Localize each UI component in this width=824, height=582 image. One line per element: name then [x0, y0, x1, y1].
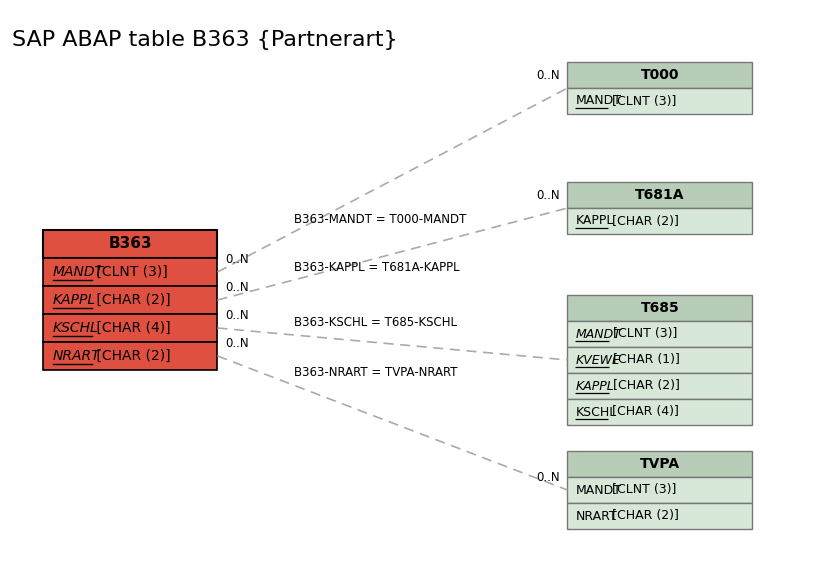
Text: B363: B363: [108, 236, 152, 251]
Text: NRART: NRART: [575, 509, 617, 523]
Text: 0..N: 0..N: [226, 253, 249, 266]
Bar: [568, 295, 752, 321]
Text: [CLNT (3)]: [CLNT (3)]: [608, 484, 677, 496]
Text: B363-KAPPL = T681A-KAPPL: B363-KAPPL = T681A-KAPPL: [294, 261, 460, 274]
Bar: [43, 230, 218, 258]
Text: [CLNT (3)]: [CLNT (3)]: [91, 265, 167, 279]
Bar: [568, 477, 752, 503]
Bar: [568, 62, 752, 88]
Text: [CHAR (2)]: [CHAR (2)]: [610, 379, 681, 392]
Bar: [43, 342, 218, 370]
Text: T681A: T681A: [635, 188, 685, 202]
Text: B363-KSCHL = T685-KSCHL: B363-KSCHL = T685-KSCHL: [294, 316, 457, 329]
Text: MANDT: MANDT: [575, 328, 621, 340]
Bar: [43, 286, 218, 314]
Text: KAPPL: KAPPL: [575, 379, 614, 392]
Text: KSCHL: KSCHL: [53, 321, 98, 335]
Text: [CHAR (4)]: [CHAR (4)]: [91, 321, 170, 335]
Text: [CLNT (3)]: [CLNT (3)]: [608, 94, 677, 108]
Bar: [568, 347, 752, 373]
Text: [CHAR (4)]: [CHAR (4)]: [608, 406, 679, 418]
Text: SAP ABAP table B363 {Partnerart}: SAP ABAP table B363 {Partnerart}: [12, 30, 398, 50]
Text: 0..N: 0..N: [536, 189, 559, 202]
Text: 0..N: 0..N: [226, 281, 249, 294]
Bar: [43, 258, 218, 286]
Text: B363-MANDT = T000-MANDT: B363-MANDT = T000-MANDT: [294, 212, 467, 225]
Text: NRART: NRART: [53, 349, 101, 363]
Text: KAPPL: KAPPL: [575, 215, 614, 228]
Text: 0..N: 0..N: [226, 337, 249, 350]
Text: 0..N: 0..N: [226, 309, 249, 322]
Text: TVPA: TVPA: [640, 457, 680, 471]
Text: 0..N: 0..N: [536, 69, 559, 82]
Text: MANDT: MANDT: [575, 484, 621, 496]
Text: [CHAR (1)]: [CHAR (1)]: [610, 353, 681, 367]
Text: [CHAR (2)]: [CHAR (2)]: [608, 509, 679, 523]
Bar: [568, 373, 752, 399]
Text: 0..N: 0..N: [536, 471, 559, 484]
Text: KSCHL: KSCHL: [575, 406, 616, 418]
Bar: [568, 451, 752, 477]
Text: B363-NRART = TVPA-NRART: B363-NRART = TVPA-NRART: [294, 367, 458, 379]
Text: [CLNT (3)]: [CLNT (3)]: [610, 328, 678, 340]
Text: KVEWE: KVEWE: [575, 353, 620, 367]
Text: [CHAR (2)]: [CHAR (2)]: [91, 349, 170, 363]
Bar: [43, 314, 218, 342]
Text: [CHAR (2)]: [CHAR (2)]: [608, 215, 679, 228]
Text: MANDT: MANDT: [575, 94, 621, 108]
Text: [CHAR (2)]: [CHAR (2)]: [91, 293, 170, 307]
Bar: [568, 503, 752, 529]
Text: KAPPL: KAPPL: [53, 293, 96, 307]
Bar: [568, 399, 752, 425]
Text: T685: T685: [640, 301, 679, 315]
Bar: [568, 88, 752, 114]
Text: T000: T000: [641, 68, 679, 82]
Bar: [568, 182, 752, 208]
Bar: [568, 321, 752, 347]
Text: MANDT: MANDT: [53, 265, 104, 279]
Bar: [568, 208, 752, 234]
